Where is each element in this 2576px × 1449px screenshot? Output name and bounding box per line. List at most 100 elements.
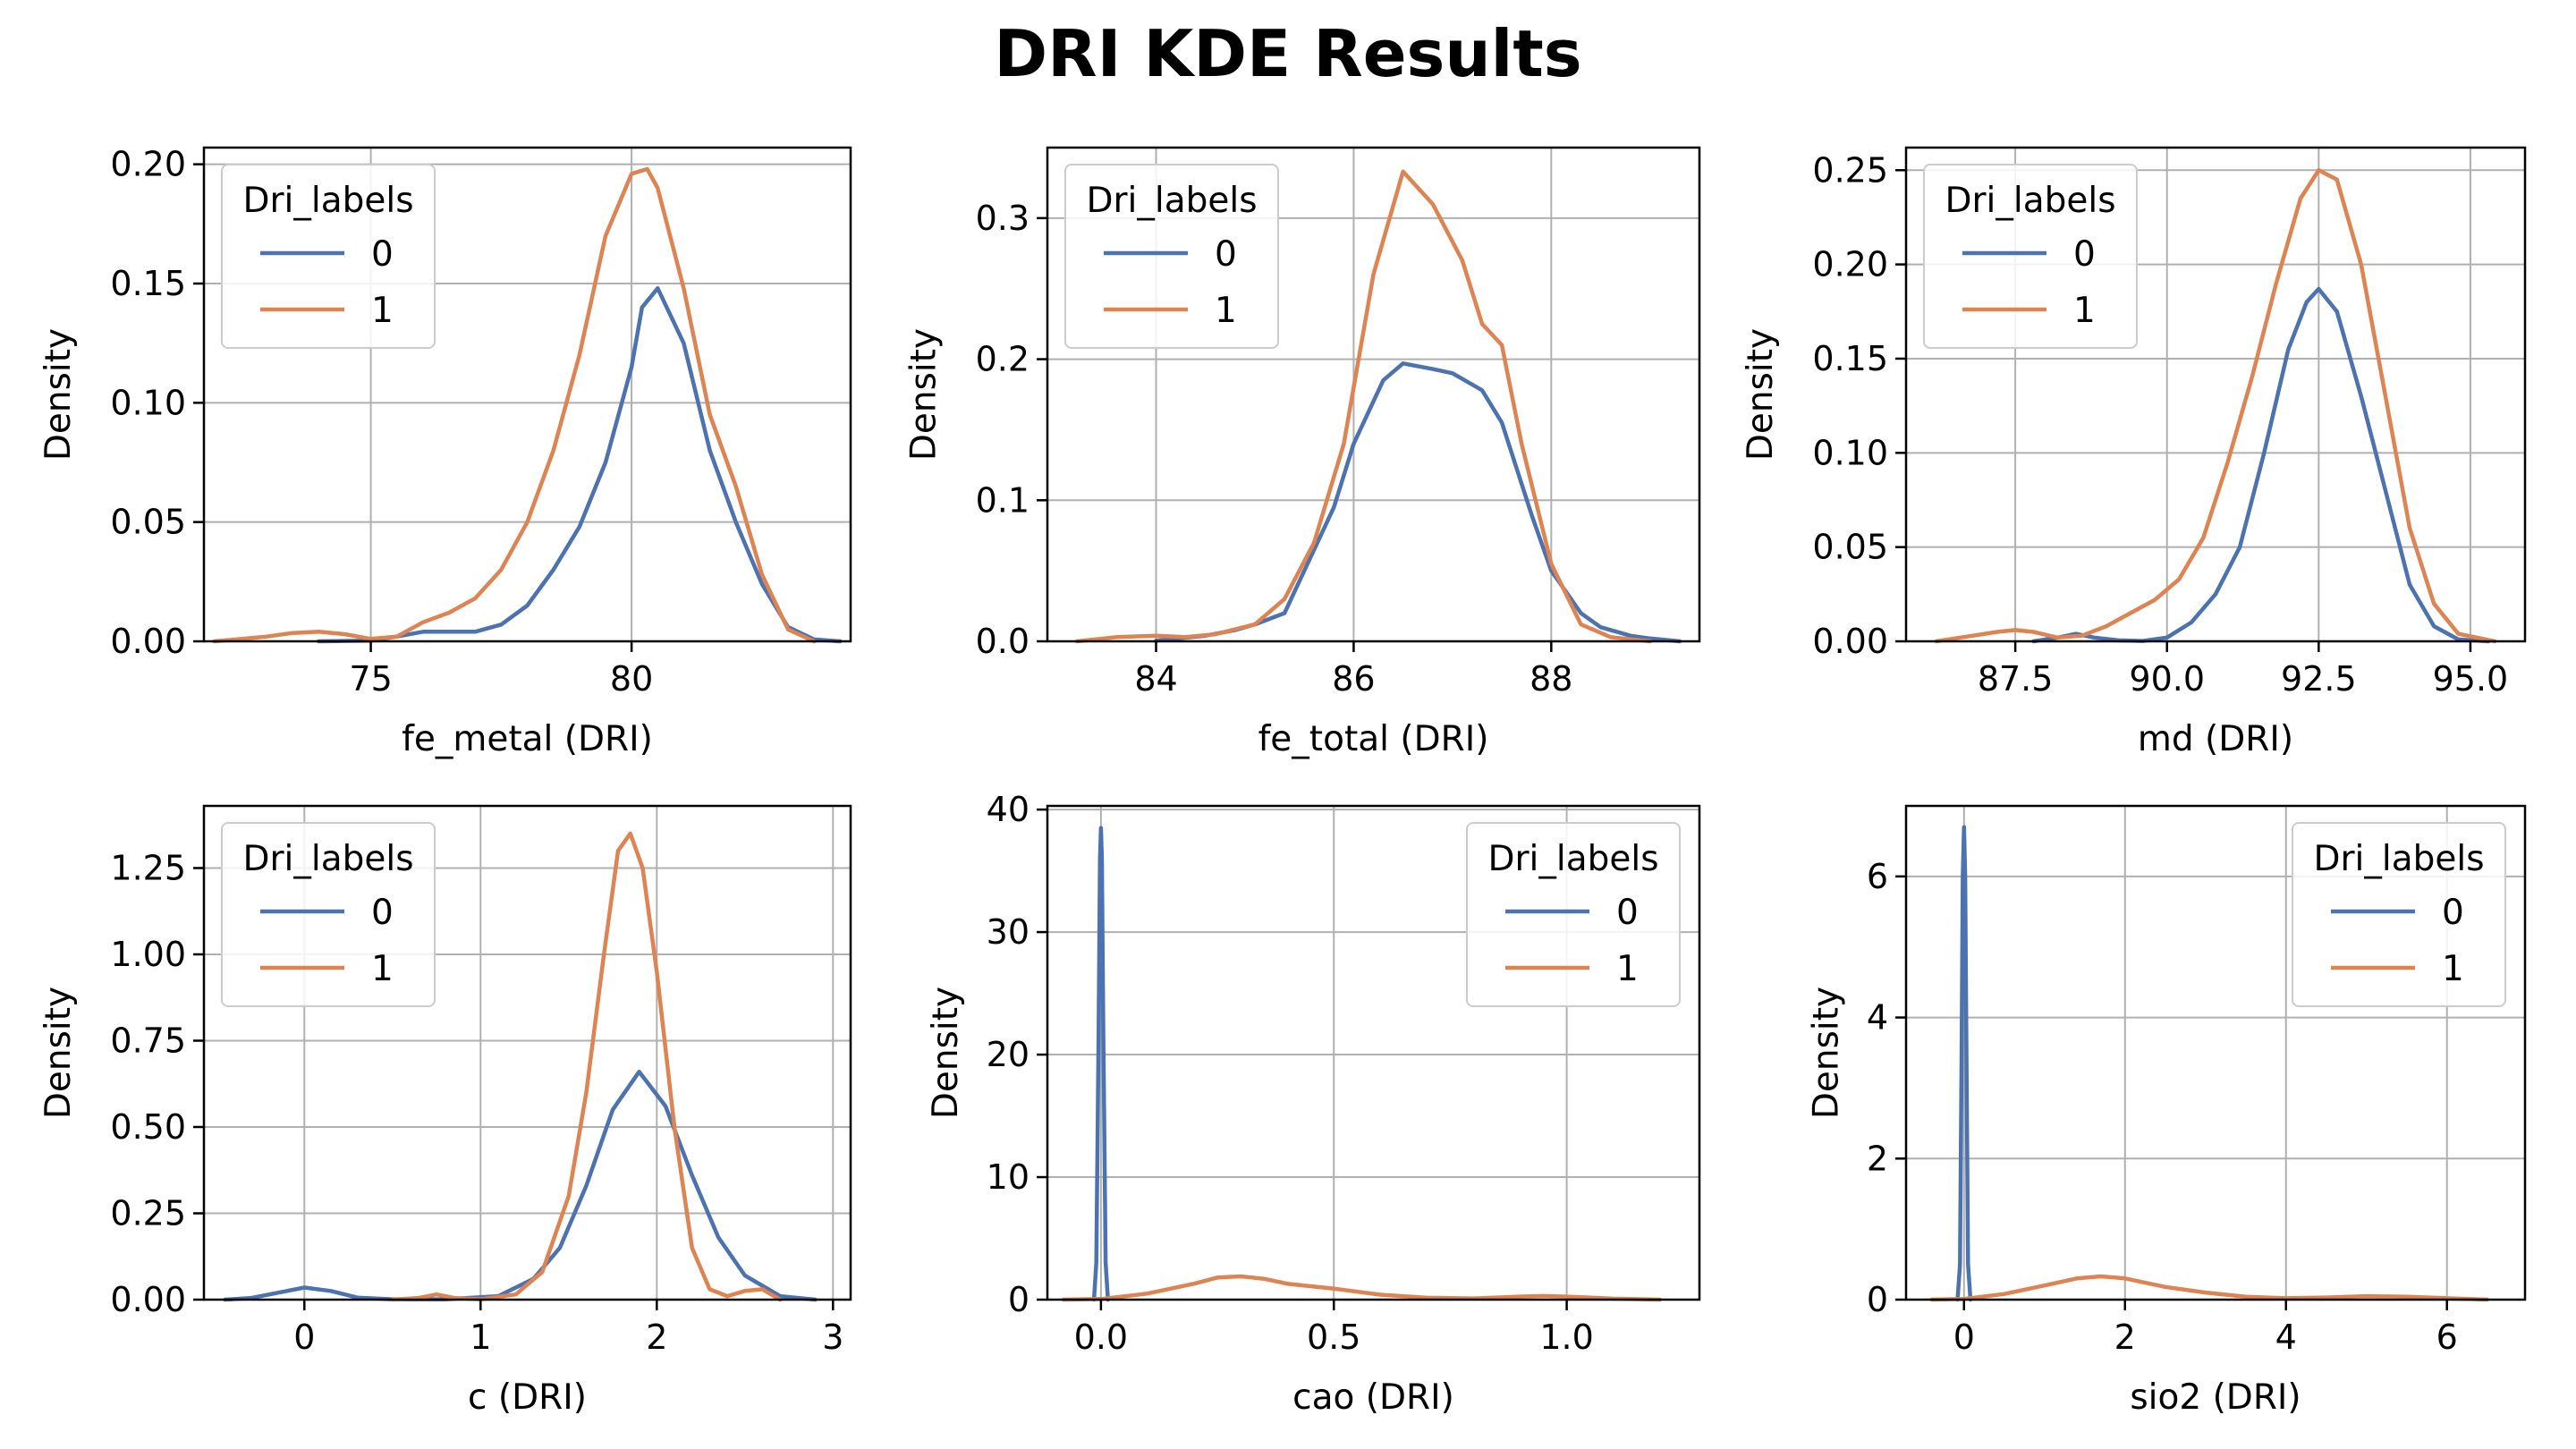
x-tick-label: 75 (349, 659, 392, 699)
y-axis-label: Density (926, 987, 966, 1119)
legend-label-series-0: 0 (2442, 893, 2464, 933)
legend-box (1923, 164, 2138, 349)
x-tick-label: 0 (293, 1318, 315, 1357)
x-tick-label: 2 (646, 1318, 667, 1357)
y-tick-label: 1.25 (110, 848, 186, 887)
y-tick-label: 0.15 (1812, 339, 1888, 378)
plot-frame (202, 146, 852, 643)
y-axis-label: Density (904, 328, 945, 461)
kde-line-series-0 (317, 286, 843, 644)
kde-line-series-0 (2031, 286, 2491, 644)
y-tick-label: 0.05 (1812, 528, 1888, 567)
y-tick-label: 0.05 (110, 503, 186, 542)
legend-box (2292, 822, 2506, 1007)
y-tick-label: 0.00 (110, 1280, 186, 1319)
x-tick-label: 92.5 (2281, 659, 2357, 699)
plot-frame (202, 804, 852, 1301)
y-tick-label: 0.20 (1812, 245, 1888, 284)
y-tick-label: 0.75 (110, 1021, 186, 1060)
kde-line-series-1 (390, 831, 783, 1302)
plot-frame (1904, 146, 2527, 643)
legend-title: Dri_labels (242, 181, 413, 221)
legend-title: Dri_labels (1945, 181, 2115, 221)
y-tick-label: 10 (987, 1157, 1030, 1197)
legend-label-series-1: 1 (371, 949, 394, 989)
y-tick-label: 30 (987, 912, 1030, 952)
x-axis-label: fe_total (DRI) (1258, 719, 1489, 759)
x-tick-label: 84 (1134, 659, 1177, 699)
kde-panel-1: 75 80 0.00 0.05 0.10 0.15 0.20 fe_metal (DRI) De… (38, 145, 852, 759)
y-tick-label: 0.10 (110, 383, 186, 422)
y-tick-label: 0.15 (110, 264, 186, 303)
y-tick-label: 0 (1008, 1280, 1030, 1319)
x-tick-label: 86 (1332, 659, 1375, 699)
x-tick-label: 0.0 (1074, 1318, 1128, 1357)
y-tick-label: 0.00 (110, 622, 186, 661)
y-tick-label: 6 (1867, 857, 1888, 896)
x-tick-label: 95.0 (2433, 659, 2509, 699)
kde-line-series-0 (1091, 826, 1110, 1302)
x-tick-label: 0 (1953, 1318, 1975, 1357)
y-tick-label: 0.20 (110, 145, 186, 184)
plot-frame (1904, 804, 2527, 1301)
kde-line-series-1 (1929, 1274, 2489, 1302)
y-tick-label: 0.1 (976, 480, 1030, 520)
legend-box (221, 164, 436, 349)
y-tick-label: 4 (1867, 998, 1888, 1038)
legend-label-series-1: 1 (1616, 949, 1639, 989)
x-tick-label: 88 (1530, 659, 1572, 699)
legend-box (1064, 164, 1279, 349)
legend-label-series-1: 1 (2442, 949, 2464, 989)
y-tick-label: 0.3 (976, 199, 1030, 238)
kde-line-series-0 (223, 1069, 818, 1302)
legend-title: Dri_labels (2313, 839, 2484, 879)
x-tick-label: 90.0 (2129, 659, 2205, 699)
kde-line-series-0 (1955, 825, 1973, 1302)
x-axis-label: md (DRI) (2138, 719, 2293, 759)
x-tick-label: 1.0 (1539, 1318, 1593, 1357)
kde-panel-3: 87.5 90.0 92.5 95.0 0.00 0.05 0.10 0.15 0.20 0.25… (1741, 146, 2527, 759)
figure-title: DRI KDE Results (994, 16, 1582, 91)
y-tick-label: 0.50 (110, 1107, 186, 1147)
kde-line-series-1 (212, 166, 817, 644)
y-tick-label: 0.0 (976, 622, 1030, 661)
x-tick-label: 87.5 (1978, 659, 2054, 699)
y-tick-label: 1.00 (110, 935, 186, 974)
y-tick-label: 20 (987, 1035, 1030, 1074)
y-tick-label: 0.2 (976, 340, 1030, 379)
legend-label-series-0: 0 (371, 893, 394, 933)
y-axis-label: Density (38, 987, 79, 1119)
y-axis-label: Density (1741, 328, 1781, 461)
kde-panel-4: 0 1 2 3 0.00 0.25 0.50 0.75 1.00 1.25 c (DRI) Densi… (38, 804, 852, 1418)
kde-line-series-1 (1061, 1274, 1662, 1302)
kde-line-series-1 (1074, 169, 1653, 644)
legend: Dri_labels 0 1 (1923, 164, 2138, 349)
y-axis-label: Density (1807, 987, 1847, 1119)
kde-line-series-1 (1934, 168, 2497, 644)
plot-frame (1046, 146, 1701, 643)
x-axis-label: sio2 (DRI) (2130, 1377, 2301, 1418)
y-tick-label: 40 (987, 790, 1030, 829)
legend-title: Dri_labels (242, 839, 413, 879)
y-tick-label: 0.25 (1812, 150, 1888, 190)
y-tick-label: 0.00 (1812, 622, 1888, 661)
kde-line-series-0 (1154, 361, 1682, 644)
legend-label-series-0: 0 (1616, 893, 1639, 933)
y-axis-label: Density (38, 328, 79, 461)
legend: Dri_labels 0 1 (221, 164, 436, 349)
x-tick-label: 1 (470, 1318, 491, 1357)
y-tick-label: 0 (1867, 1280, 1888, 1319)
x-tick-label: 6 (2436, 1318, 2458, 1357)
legend-box (221, 822, 436, 1007)
legend-label-series-0: 0 (371, 234, 394, 275)
legend-label-series-1: 1 (2073, 291, 2096, 331)
legend-label-series-0: 0 (2073, 234, 2096, 275)
y-tick-label: 0.10 (1812, 433, 1888, 472)
legend: Dri_labels 0 1 (1466, 822, 1681, 1007)
x-tick-label: 80 (610, 659, 653, 699)
x-tick-label: 3 (822, 1318, 843, 1357)
legend-title: Dri_labels (1487, 839, 1658, 879)
legend: Dri_labels 0 1 (221, 822, 436, 1007)
x-tick-label: 0.5 (1307, 1318, 1360, 1357)
